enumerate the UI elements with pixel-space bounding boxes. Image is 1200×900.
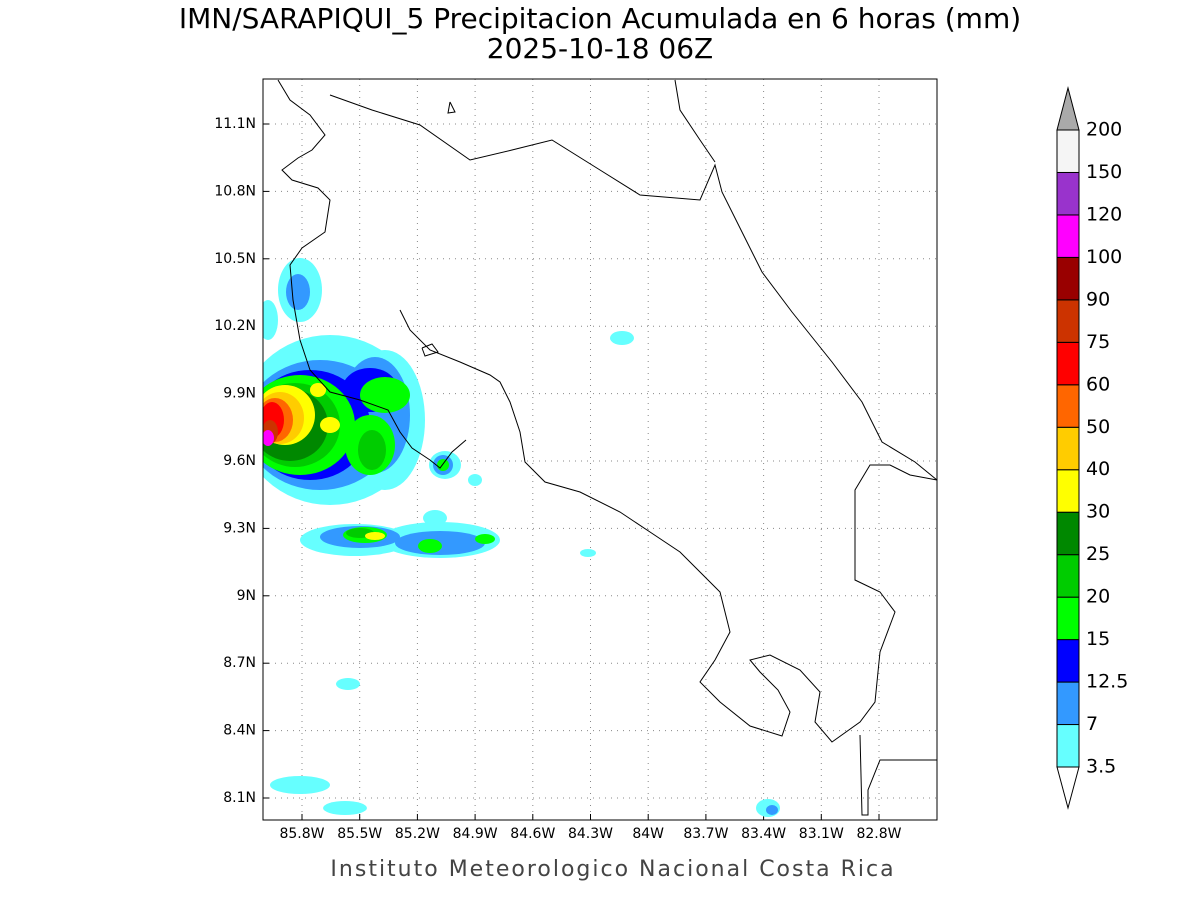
- grid: [263, 79, 937, 820]
- lat-tick-label: 8.4N: [223, 723, 256, 739]
- colorbar-label: 40: [1086, 458, 1110, 480]
- colorbar: 3.5 7 12.5 15 20 25 30 40 50 60 75 90 100 120 150 200: [1056, 86, 1128, 810]
- colorbar-label: 100: [1086, 246, 1122, 268]
- colorbar-band: [1056, 384, 1080, 428]
- colorbar-band: [1056, 299, 1080, 343]
- map-title: IMN/SARAPIQUI_5 Precipitacion Acumulada …: [179, 2, 1021, 35]
- colorbar-band: [1056, 171, 1080, 216]
- lon-tick-label: 82.8W: [856, 826, 901, 842]
- colorbar-band: [1056, 724, 1080, 768]
- lon-tick-label: 84W: [632, 826, 664, 842]
- lon-tick-label: 85.2W: [395, 826, 440, 842]
- colorbar-label: 60: [1086, 373, 1110, 395]
- colorbar-band: [1056, 639, 1080, 683]
- colorbar-label: 20: [1086, 586, 1110, 608]
- colorbar-label: 200: [1086, 119, 1122, 141]
- map-subtitle: 2025-10-18 06Z: [487, 32, 713, 65]
- map-frame: [262, 78, 938, 821]
- lat-tick-label: 10.5N: [214, 251, 256, 267]
- colorbar-band: [1056, 256, 1080, 301]
- colorbar-label: 12.5: [1086, 671, 1128, 693]
- colorbar-band: [1056, 511, 1080, 556]
- colorbar-label: 120: [1086, 203, 1122, 225]
- lon-tick-label: 84.9W: [453, 826, 498, 842]
- lat-tick-label: 10.8N: [214, 183, 256, 199]
- colorbar-label: 90: [1086, 288, 1110, 310]
- colorbar-label: 50: [1086, 416, 1110, 438]
- colorbar-label: 3.5: [1086, 756, 1116, 778]
- lat-tick-label: 9.3N: [223, 520, 256, 536]
- colorbar-band: [1056, 341, 1080, 386]
- colorbar-band: [1056, 554, 1080, 598]
- lon-tick-label: 83.4W: [741, 826, 786, 842]
- colorbar-band: [1056, 426, 1080, 471]
- colorbar-label: 7: [1086, 713, 1098, 735]
- colorbar-over: [1056, 86, 1080, 131]
- lat-tick-label: 11.1N: [214, 116, 256, 132]
- lat-tick-label: 9.9N: [223, 386, 256, 402]
- colorbar-band: [1056, 469, 1080, 513]
- lon-tick-label: 85.5W: [337, 826, 382, 842]
- colorbar-band: [1056, 214, 1080, 258]
- lon-tick-label: 84.6W: [510, 826, 555, 842]
- colorbar-label: 15: [1086, 628, 1110, 650]
- colorbar-label: 30: [1086, 501, 1110, 523]
- precipitation: [263, 258, 780, 817]
- footer: Instituto Meteorologico Nacional Costa R…: [330, 857, 895, 882]
- colorbar-band: [1056, 681, 1080, 726]
- lat-tick-label: 10.2N: [214, 318, 256, 334]
- colorbar-band: [1056, 596, 1080, 641]
- colorbar-band: [1056, 129, 1080, 173]
- lat-tick-label: 8.1N: [223, 790, 256, 806]
- lat-tick-label: 9.6N: [223, 453, 256, 469]
- lat-tick-label: 9N: [237, 588, 256, 604]
- lat-tick-label: 8.7N: [223, 655, 256, 671]
- colorbar-label: 75: [1086, 331, 1110, 353]
- coastline: [277, 79, 937, 816]
- colorbar-under: [1056, 766, 1080, 810]
- colorbar-label: 150: [1086, 161, 1122, 183]
- lon-tick-label: 84.3W: [568, 826, 613, 842]
- lon-tick-label: 83.1W: [799, 826, 844, 842]
- colorbar-label: 25: [1086, 543, 1110, 565]
- lon-tick-label: 85.8W: [279, 826, 324, 842]
- lon-tick-label: 83.7W: [683, 826, 728, 842]
